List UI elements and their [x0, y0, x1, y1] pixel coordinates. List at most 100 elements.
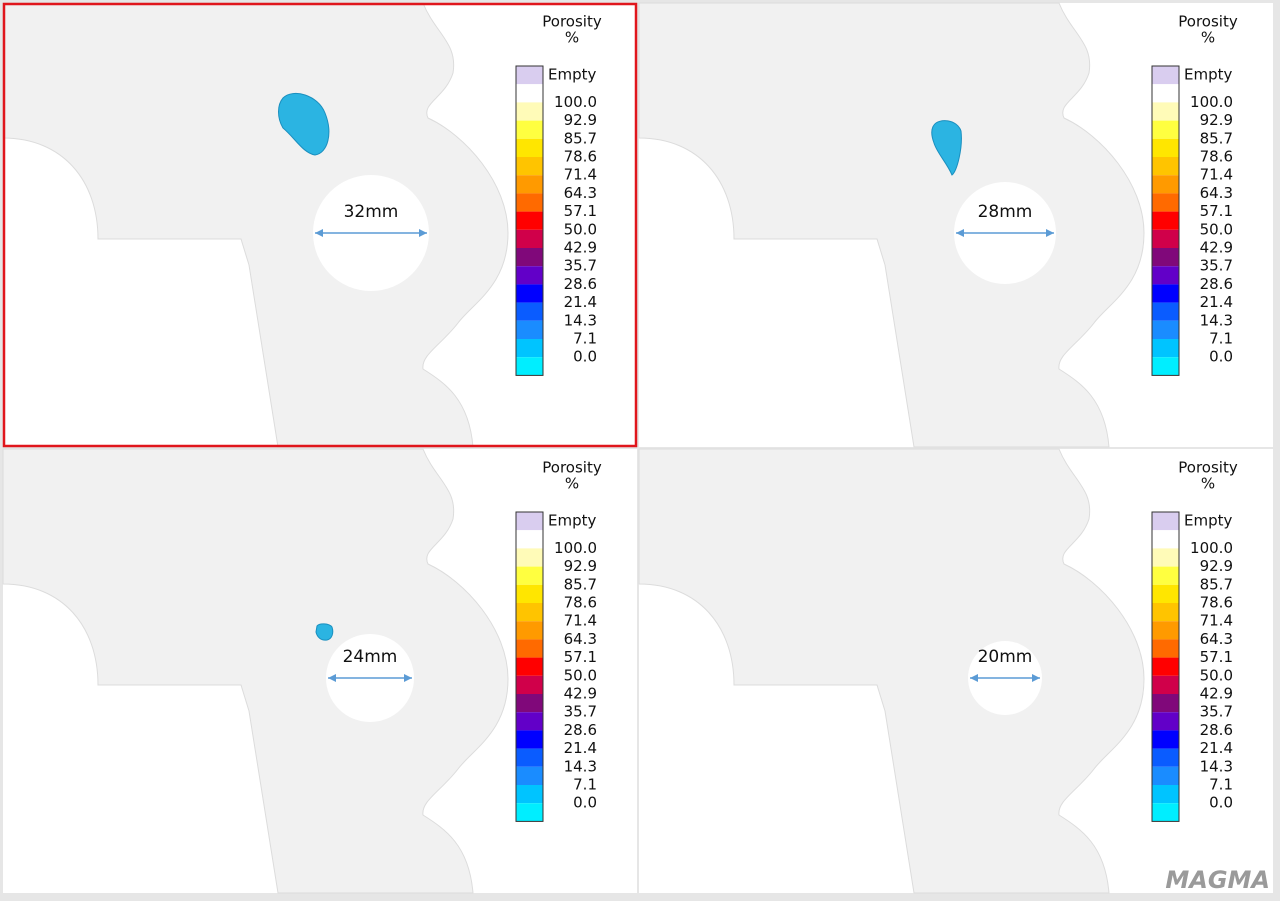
legend-label: 57.1 — [564, 202, 597, 220]
legend-label: 78.6 — [564, 594, 597, 612]
legend-band — [1152, 766, 1179, 785]
legend-band — [516, 548, 543, 567]
legend-band — [1152, 357, 1179, 376]
porosity-region — [931, 120, 962, 176]
legend-band — [516, 320, 543, 339]
legend-label: 92.9 — [564, 111, 597, 129]
result-panel: 20mm Porosity% Empty 100.092.985.778.671.46… — [638, 448, 1273, 894]
dimension-label: 28mm — [978, 202, 1033, 222]
legend-band — [1152, 712, 1179, 731]
legend-band — [516, 120, 543, 139]
legend-label: 35.7 — [564, 703, 597, 721]
casting-section — [638, 2, 1145, 448]
casting-section — [638, 448, 1145, 894]
arrow-head — [970, 674, 1040, 682]
legend-label: 42.9 — [1200, 685, 1233, 703]
legend-band — [516, 193, 543, 212]
legend-label: 35.7 — [1200, 703, 1233, 721]
legend-band — [1152, 657, 1179, 676]
legend-band — [516, 766, 543, 785]
selection-border — [2, 2, 638, 448]
legend-label: 42.9 — [1200, 239, 1233, 257]
legend-band — [516, 730, 543, 749]
legend-label: 64.3 — [564, 184, 597, 202]
dimension-label: 20mm — [978, 647, 1033, 667]
legend-label: 35.7 — [564, 257, 597, 275]
legend-label: 42.9 — [564, 685, 597, 703]
legend-label: 7.1 — [573, 330, 597, 348]
legend-band — [516, 621, 543, 640]
legend-label: 92.9 — [1200, 557, 1233, 575]
legend-band — [1152, 102, 1179, 121]
legend-band — [1152, 639, 1179, 658]
legend-band — [1152, 157, 1179, 176]
porosity-region — [315, 623, 334, 641]
legend-label: 21.4 — [1200, 739, 1233, 757]
legend-band — [516, 66, 543, 85]
legend-label: 7.1 — [1209, 330, 1233, 348]
legend-band — [1152, 603, 1179, 622]
legend-label: 71.4 — [1200, 166, 1233, 184]
legend-label: 28.6 — [564, 275, 597, 293]
legend-label: 100.0 — [554, 539, 597, 557]
legend-label: 50.0 — [1200, 666, 1233, 684]
legend-band — [516, 302, 543, 321]
legend-band — [516, 357, 543, 376]
legend-border — [515, 511, 544, 822]
legend-band — [516, 748, 543, 767]
result-panel: 24mm Porosity% Empty 100.092.985.778.671.46… — [2, 448, 637, 894]
legend-band — [516, 584, 543, 603]
legend-label: 0.0 — [573, 348, 597, 366]
legend-band — [1152, 730, 1179, 749]
legend-title: Porosity — [542, 459, 602, 477]
legend-label: 0.0 — [573, 794, 597, 812]
legend-label: Empty — [548, 512, 596, 530]
legend-label: 57.1 — [1200, 202, 1233, 220]
dimension-label: 32mm — [344, 202, 399, 222]
legend-band — [1152, 193, 1179, 212]
legend-band — [1152, 229, 1179, 248]
legend-title: Porosity — [1178, 13, 1238, 31]
legend-label: 14.3 — [1200, 757, 1233, 775]
legend-label: Empty — [1184, 66, 1232, 84]
legend-label: 85.7 — [1200, 129, 1233, 147]
legend-label: 64.3 — [1200, 184, 1233, 202]
legend-label: 21.4 — [564, 293, 597, 311]
legend-label: 28.6 — [564, 721, 597, 739]
legend-band — [516, 675, 543, 694]
legend-band — [1152, 138, 1179, 157]
legend-band — [1152, 584, 1179, 603]
legend-band — [516, 512, 543, 531]
legend-label: 14.3 — [1200, 311, 1233, 329]
legend-title: Porosity — [542, 13, 602, 31]
legend-unit: % — [1201, 475, 1215, 493]
legend-band — [1152, 785, 1179, 804]
legend-band — [1152, 120, 1179, 139]
legend-label: 0.0 — [1209, 348, 1233, 366]
legend-band — [516, 138, 543, 157]
legend-label: 57.1 — [564, 648, 597, 666]
legend-unit: % — [1201, 29, 1215, 47]
result-panel: 28mm Porosity% Empty 100.092.985.778.671.46… — [638, 2, 1273, 448]
legend-label: 35.7 — [1200, 257, 1233, 275]
legend-label: 100.0 — [1190, 93, 1233, 111]
legend-band — [1152, 803, 1179, 822]
porosity-region — [278, 93, 330, 156]
casting-section — [2, 448, 509, 894]
legend-band — [1152, 566, 1179, 585]
legend-label: 50.0 — [564, 220, 597, 238]
legend-band — [516, 530, 543, 549]
legend-label: 71.4 — [1200, 612, 1233, 630]
legend-band — [1152, 694, 1179, 713]
legend-border — [1151, 511, 1180, 822]
legend-band — [516, 339, 543, 358]
legend-band — [1152, 339, 1179, 358]
legend-label: 7.1 — [1209, 776, 1233, 794]
logo: MAGMA — [1165, 866, 1270, 894]
legend-band — [1152, 211, 1179, 230]
legend-band — [1152, 175, 1179, 194]
legend-label: 21.4 — [564, 739, 597, 757]
legend-band — [516, 248, 543, 267]
legend-band — [1152, 284, 1179, 303]
legend-band — [516, 175, 543, 194]
